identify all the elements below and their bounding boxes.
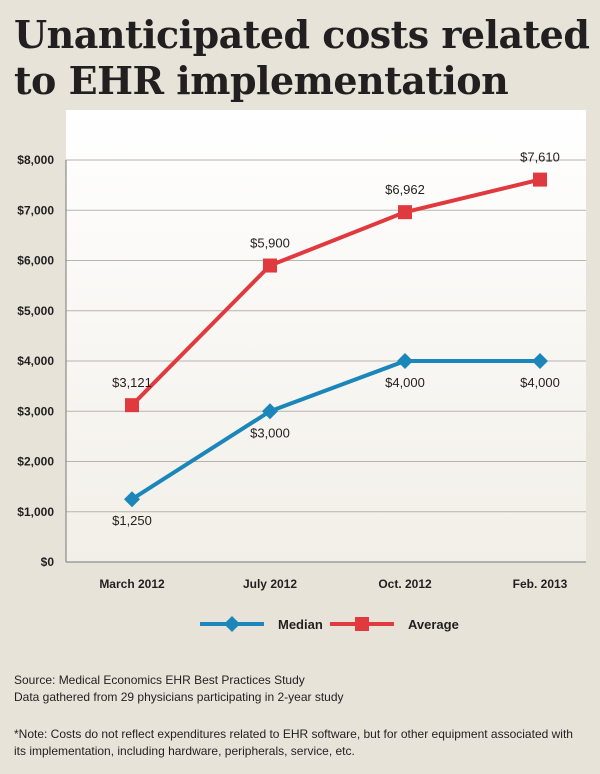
y-tick-label: $5,000 [17,304,54,318]
x-tick-label: March 2012 [99,577,165,591]
y-tick-label: $1,000 [17,505,54,519]
diamond-marker [124,491,140,508]
square-marker [533,172,547,187]
diamond-marker [532,353,548,369]
data-label: $3,000 [250,425,290,440]
y-tick-label: $6,000 [17,254,54,268]
legend-label: Median [278,617,323,632]
y-tick-label: $4,000 [17,354,54,368]
y-tick-label: $2,000 [17,455,54,469]
chart-title: Unanticipated costs related to EHR imple… [14,12,590,103]
x-tick-label: Oct. 2012 [378,577,432,591]
x-axis-ticks: March 2012 July 2012 Oct. 2012 Feb. 2013 [99,577,567,591]
footnote: *Note: Costs do not reflect expenditures… [14,726,586,760]
diamond-marker [262,403,278,420]
y-tick-label: $3,000 [17,404,54,418]
x-tick-label: July 2012 [243,577,297,591]
footnote-text: *Note: Costs do not reflect expenditures… [14,727,573,758]
data-label: $7,610 [520,150,560,165]
y-tick-label: $0 [41,555,55,569]
line-chart: $0 $1,000 $2,000 $3,000 $4,000 $5,000 $6,000 $7… [17,110,586,632]
data-label: $5,900 [250,236,290,251]
diamond-marker [397,353,413,369]
series-average: $3,121 $5,900 $6,962 $7,610 [112,150,560,413]
legend-square-marker [355,617,369,631]
legend-diamond-marker [224,616,240,632]
y-axis-ticks: $0 $1,000 $2,000 $3,000 $4,000 $5,000 $6,000 $7… [17,153,54,569]
data-line: Data gathered from 29 physicians partici… [14,690,344,704]
square-marker [125,398,139,413]
y-tick-label: $7,000 [17,203,54,217]
square-marker [398,205,412,220]
data-label: $4,000 [385,375,425,390]
legend-label: Average [408,617,459,632]
series-line [130,177,541,407]
series-median: $1,250 $3,000 $4,000 $4,000 [112,353,560,528]
gridlines [65,159,586,563]
data-label: $3,121 [112,375,152,390]
data-label: $1,250 [112,513,152,528]
data-label: $6,962 [385,182,425,197]
plot-background [66,110,586,562]
series-line [130,359,540,501]
y-tick-label: $8,000 [17,153,54,167]
x-tick-label: Feb. 2013 [513,577,568,591]
source-line: Source: Medical Economics EHR Best Pract… [14,673,305,687]
series-group: $1,250 $3,000 $4,000 $4,000 $3,121 $5,900 $6,9… [112,150,560,529]
source-note: Source: Medical Economics EHR Best Pract… [14,672,586,706]
square-marker [263,258,277,273]
data-label: $4,000 [520,375,560,390]
legend: Median Average [200,616,459,632]
